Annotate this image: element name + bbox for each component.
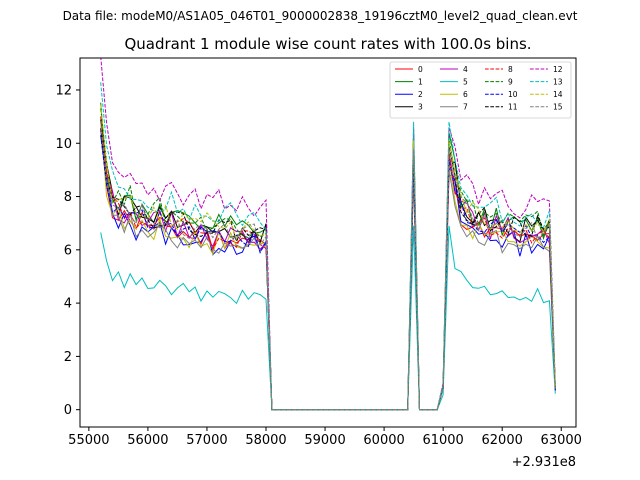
y-tick-label: 8: [64, 190, 72, 205]
series-line-11: [100, 128, 556, 411]
legend-label-5: 5: [463, 77, 468, 86]
x-tick-label: 58000: [245, 433, 286, 448]
legend-label-3: 3: [418, 103, 423, 112]
legend-label-11: 11: [508, 103, 518, 112]
legend-label-4: 4: [463, 65, 468, 74]
y-axis: 0 2 4 6 8 10 12: [55, 83, 80, 418]
y-tick-label: 12: [55, 83, 72, 98]
legend-label-2: 2: [418, 90, 423, 99]
plot-area: 55000 56000 57000 58000 59000 60000 61000 62000…: [55, 57, 582, 470]
x-tick-label: 63000: [541, 433, 582, 448]
legend-label-8: 8: [508, 65, 513, 74]
y-tick-label: 2: [64, 350, 72, 365]
legend-label-13: 13: [553, 77, 563, 86]
series-line-14: [100, 104, 556, 411]
y-tick-label: 6: [64, 243, 72, 258]
legend-label-14: 14: [553, 90, 563, 99]
legend-box: [389, 61, 572, 119]
y-tick-label: 0: [64, 403, 72, 418]
legend-label-0: 0: [418, 65, 423, 74]
x-tick-label: 56000: [127, 433, 168, 448]
legend-label-12: 12: [553, 65, 563, 74]
x-offset-label: +2.931e8: [512, 455, 576, 470]
x-tick-label: 61000: [422, 433, 463, 448]
legend-label-1: 1: [418, 77, 423, 86]
x-tick-label: 55000: [68, 433, 109, 448]
axes-frame: [79, 57, 577, 428]
chart-title: Quadrant 1 module wise count rates with …: [124, 35, 531, 53]
x-axis: 55000 56000 57000 58000 59000 60000 61000 62000…: [68, 427, 582, 448]
legend-label-15: 15: [553, 103, 563, 112]
legend-label-7: 7: [463, 103, 468, 112]
legend-label-6: 6: [463, 90, 468, 99]
series-line-15: [100, 121, 556, 411]
x-tick-label: 59000: [304, 433, 345, 448]
y-tick-label: 10: [55, 137, 72, 152]
x-tick-label: 57000: [186, 433, 227, 448]
series-lines: [100, 58, 556, 411]
x-tick-label: 60000: [363, 433, 404, 448]
suptitle: Data file: modeM0/AS1A05_046T01_90000028…: [63, 9, 578, 23]
legend-label-9: 9: [508, 77, 513, 86]
legend-label-10: 10: [508, 90, 518, 99]
y-tick-label: 4: [64, 297, 72, 312]
x-tick-label: 62000: [482, 433, 523, 448]
